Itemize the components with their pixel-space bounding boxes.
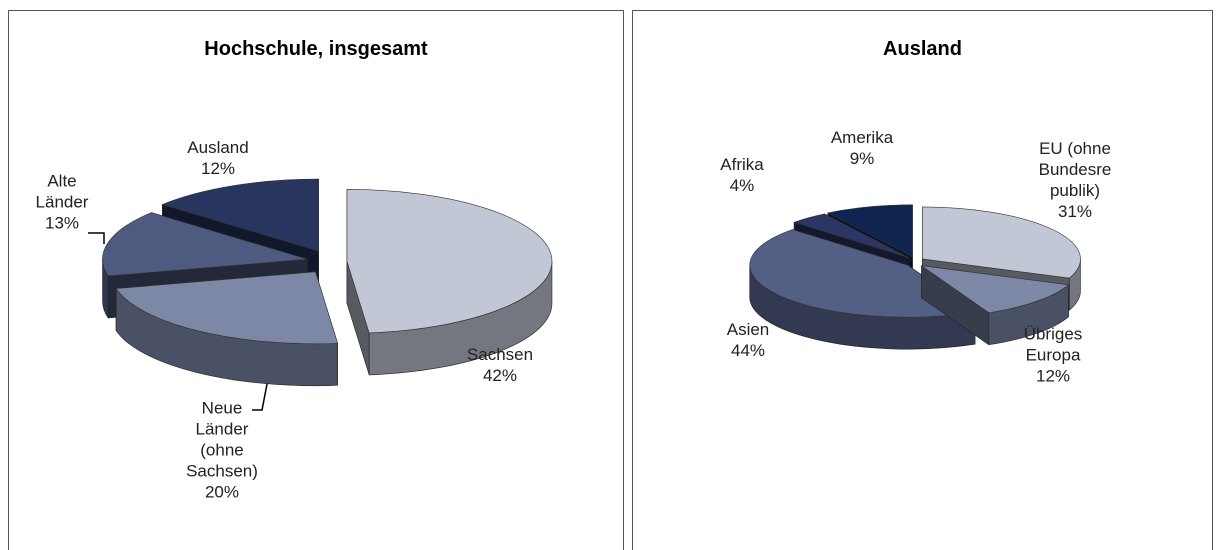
data-label: Amerika 9% bbox=[831, 127, 893, 169]
data-label: Ausland 12% bbox=[187, 137, 248, 179]
pie-slice bbox=[793, 213, 910, 259]
pie-slice bbox=[102, 212, 308, 277]
leader-line bbox=[88, 232, 105, 244]
pie-slice bbox=[749, 229, 976, 318]
data-label: Alte Länder 13% bbox=[36, 171, 89, 234]
chart-title: Ausland bbox=[883, 38, 962, 60]
category-label: Neue Länder (ohne Sachsen) bbox=[186, 398, 258, 481]
pie-slice bbox=[161, 178, 319, 252]
category-label: Alte Länder bbox=[35, 171, 89, 212]
value-label: 9% bbox=[849, 149, 875, 168]
chart-title: Hochschule, insgesamt bbox=[204, 38, 428, 60]
category-label: Afrika bbox=[720, 155, 764, 174]
value-label: 12% bbox=[200, 159, 236, 178]
data-label: Übriges Europa 12% bbox=[1024, 324, 1083, 387]
value-label: 44% bbox=[730, 341, 766, 360]
category-label: Asien bbox=[726, 320, 770, 339]
data-label: EU (ohne Bundesre publik) 31% bbox=[1039, 138, 1112, 222]
category-label: Amerika bbox=[830, 128, 894, 147]
pie-slice bbox=[922, 206, 1081, 279]
category-label: Ausland bbox=[187, 138, 249, 157]
category-label: Sachsen bbox=[466, 345, 534, 364]
data-label: Neue Länder (ohne Sachsen) 20% bbox=[186, 398, 258, 503]
pie-slice bbox=[115, 271, 339, 345]
data-label: Sachsen 42% bbox=[467, 344, 533, 386]
value-label: 42% bbox=[482, 366, 518, 385]
value-label: 31% bbox=[1057, 202, 1093, 221]
value-label: 13% bbox=[44, 213, 80, 233]
chart-panel bbox=[632, 10, 1213, 550]
value-label: 12% bbox=[1035, 366, 1071, 386]
pie-slice bbox=[826, 204, 913, 258]
pie-slice bbox=[921, 265, 1070, 314]
chart-panel bbox=[8, 10, 624, 550]
category-label: EU (ohne Bundesre publik) bbox=[1038, 139, 1112, 200]
data-label: Asien 44% bbox=[727, 319, 770, 361]
data-label: Afrika 4% bbox=[720, 154, 763, 196]
value-label: 4% bbox=[729, 176, 755, 195]
pie-slice bbox=[346, 189, 553, 334]
category-label: Übriges Europa bbox=[1023, 324, 1083, 365]
value-label: 20% bbox=[204, 482, 240, 502]
